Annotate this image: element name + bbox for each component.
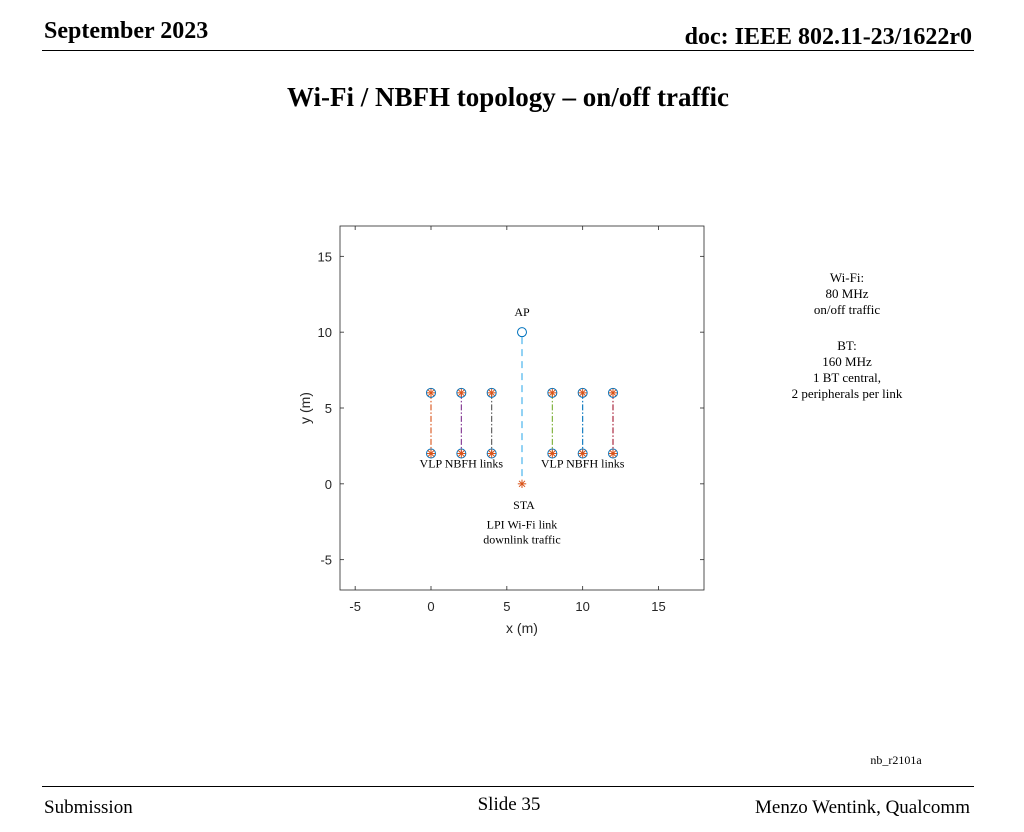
star-stroke	[548, 389, 556, 397]
star-stroke	[548, 450, 556, 457]
footer-slide-number: Slide 35	[477, 794, 541, 815]
sta-marker	[517, 479, 527, 489]
chart-annotation: VLP NBFH links	[420, 457, 504, 471]
wifi-traffic: on/off traffic	[813, 302, 881, 317]
side-notes: Wi-Fi: 80 MHz on/off traffic BT: 160 MHz…	[772, 270, 922, 402]
chart-annotation: LPI Wi-Fi link	[487, 517, 558, 531]
bt-bandwidth: 160 MHz	[822, 354, 872, 369]
x-tick-label: -5	[349, 599, 361, 614]
star-stroke	[427, 389, 435, 397]
star-stroke	[488, 389, 496, 397]
nbfh-central-marker	[486, 387, 497, 398]
y-tick-label: 10	[318, 325, 332, 340]
slide-title: Wi-Fi / NBFH topology – on/off traffic	[287, 82, 729, 112]
star-stroke	[579, 450, 587, 457]
x-tick-label: 10	[575, 599, 589, 614]
nbfh-peripheral-star	[457, 449, 466, 458]
nbfh-peripheral-marker	[577, 448, 588, 459]
star-stroke	[488, 450, 496, 457]
star-stroke	[518, 480, 526, 488]
bt-peripherals: 2 peripherals per link	[791, 386, 903, 401]
nbfh-central-star	[578, 388, 587, 398]
y-tick-label: -5	[320, 553, 332, 568]
wifi-bandwidth: 80 MHz	[825, 286, 869, 301]
star-stroke	[457, 450, 465, 457]
nbfh-central-star	[457, 388, 466, 398]
chart-annotation: downlink traffic	[483, 533, 560, 547]
star-stroke	[427, 450, 435, 457]
nbfh-central-star	[608, 388, 618, 398]
nbfh-peripheral-marker	[456, 448, 467, 459]
ap-marker	[517, 327, 527, 338]
nbfh-central-star	[426, 388, 436, 398]
nbfh-central-marker	[608, 387, 618, 398]
footer-rule	[42, 786, 974, 787]
nbfh-central-marker	[577, 387, 588, 398]
nbfh-peripheral-marker	[486, 448, 497, 459]
bt-title: BT:	[837, 338, 857, 353]
nbfh-central-marker	[426, 387, 436, 398]
y-tick-label: 15	[318, 249, 332, 264]
nbfh-central-marker	[547, 387, 558, 398]
star-stroke	[457, 389, 465, 397]
sta-label: STA	[513, 498, 535, 512]
ap-label: AP	[514, 305, 530, 319]
header-doc-id: doc: IEEE 802.11-23/1622r0	[684, 24, 972, 50]
nbfh-central-star	[487, 388, 496, 398]
x-tick-label: 5	[503, 599, 510, 614]
y-axis-label: y (m)	[297, 392, 313, 424]
nbfh-peripheral-marker	[426, 448, 436, 459]
nbfh-peripheral-star	[578, 449, 587, 458]
star-stroke	[579, 389, 587, 397]
header-date: September 2023	[44, 18, 209, 44]
footer-author: Menzo Wentink, Qualcomm	[755, 797, 970, 818]
figure-tag: nb_r2101a	[870, 753, 922, 767]
x-tick-label: 15	[651, 599, 665, 614]
nbfh-peripheral-marker	[608, 448, 618, 459]
footer-submission: Submission	[44, 797, 133, 818]
nbfh-peripheral-star	[487, 449, 496, 458]
nbfh-peripheral-marker	[547, 448, 558, 459]
bt-central: 1 BT central,	[813, 370, 881, 385]
chart-annotation: VLP NBFH links	[541, 457, 625, 471]
nbfh-central-marker	[456, 387, 467, 398]
nbfh-peripheral-star	[548, 449, 557, 458]
nbfh-central-star	[548, 388, 557, 398]
header-rule	[42, 50, 974, 51]
y-tick-label: 0	[325, 477, 332, 492]
y-tick-label: 5	[325, 401, 332, 416]
x-tick-label: 0	[427, 599, 434, 614]
star-stroke	[609, 450, 617, 457]
nbfh-peripheral-star	[608, 449, 618, 458]
x-axis-label: x (m)	[506, 620, 538, 636]
nbfh-peripheral-star	[426, 449, 436, 458]
wifi-title: Wi-Fi:	[829, 270, 865, 285]
star-stroke	[609, 389, 617, 397]
